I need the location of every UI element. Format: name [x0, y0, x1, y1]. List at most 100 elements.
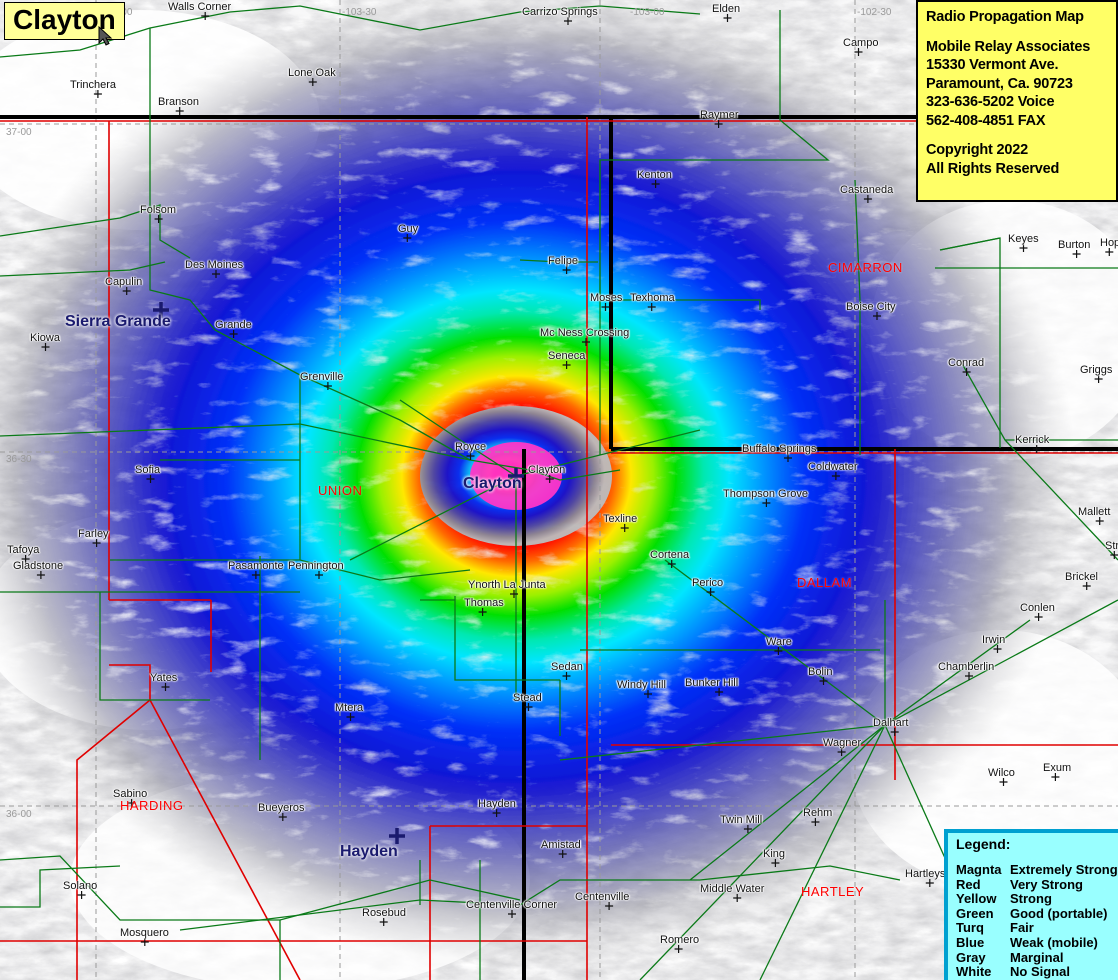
legend-row: Blue Weak (mobile)	[956, 934, 1118, 951]
county-boundaries	[0, 5, 1118, 980]
town-label: Des Moines	[185, 259, 244, 271]
town-label: Mtera	[335, 702, 364, 714]
town-label: Pasamonte	[228, 560, 284, 572]
legend-row: Green Good (portable)	[956, 905, 1118, 922]
legend-description: No Signal	[1010, 964, 1070, 980]
town-label: Perico	[692, 577, 724, 589]
legend-color-name: Green	[956, 905, 994, 921]
legend-color-name: Turq	[956, 920, 984, 936]
legend-description: Very Strong	[1010, 876, 1083, 892]
town-label: Trinchera	[70, 79, 117, 91]
legend-description: Strong	[1010, 891, 1052, 907]
town-label: Cortena	[650, 549, 690, 561]
town-label: Chamberlin	[938, 661, 995, 673]
legend-box: Legend: Magnta Extremely Strong Red Very St…	[944, 829, 1118, 980]
town-label: Twin Mill	[720, 814, 763, 826]
legend-row: Turq Fair	[956, 921, 1118, 936]
town-label: Sedan	[551, 661, 583, 673]
town-label: Dalhart	[873, 717, 909, 729]
town-label: Coldwater	[808, 461, 858, 473]
town-label: Ware	[766, 636, 792, 648]
town-label: Raymer	[700, 109, 739, 121]
town-label: Hop	[1100, 237, 1118, 249]
info-fax-phone: 562-408-4851 FAX	[926, 112, 1046, 129]
legend-title: Legend:	[956, 836, 1011, 852]
longitude-label: -102-30	[857, 7, 892, 18]
town-label: Grenville	[300, 371, 344, 383]
town-label: Brickel	[1065, 571, 1099, 583]
town-label: Texline	[603, 513, 638, 525]
major-city-label: Sierra Grande	[65, 313, 171, 330]
info-box: Radio Propagation Map Mobile Relay Assoc…	[916, 0, 1118, 202]
town-label: Burton	[1058, 239, 1091, 251]
town-label: Boise City	[846, 301, 896, 313]
info-company: Mobile Relay Associates	[926, 38, 1091, 55]
legend-row: White No Signal	[956, 965, 1118, 980]
town-label: Elden	[712, 3, 741, 15]
county-label: DALLAM	[797, 575, 853, 590]
town-label: Windy Hill	[617, 679, 666, 691]
info-copyright: Copyright 2022	[926, 142, 1028, 158]
legend-description: Extremely Strong	[1010, 862, 1118, 877]
info-voice-phone: 323-636-5202 Voice	[926, 94, 1055, 110]
town-label: Moses	[590, 292, 623, 304]
town-label: Romero	[660, 934, 700, 946]
legend-row: Magnta Extremely Strong	[956, 862, 1118, 878]
info-address-line-2: Paramount, Ca. 90723	[926, 75, 1073, 92]
town-label: Conlen	[1020, 602, 1055, 614]
info-address-line-1: 15330 Vermont Ave.	[926, 57, 1059, 73]
town-markers	[21, 12, 1118, 953]
county-label: HARDING	[120, 798, 184, 813]
town-label: Seneca	[548, 350, 586, 362]
town-label: Bolin	[808, 666, 833, 678]
major-city-label: Clayton	[463, 475, 522, 492]
town-label: Texhoma	[630, 292, 675, 304]
town-label: Exum	[1043, 762, 1072, 774]
town-label: Wagner	[823, 737, 862, 749]
town-label: Mosquero	[120, 927, 169, 939]
info-heading: Radio Propagation Map	[926, 9, 1084, 25]
legend-description: Marginal	[1010, 949, 1064, 965]
town-label: Thomas	[464, 597, 504, 609]
legend-description: Fair	[1010, 920, 1034, 936]
town-label: Yates	[150, 672, 178, 684]
town-label: Solano	[63, 880, 98, 892]
legend-color-name: Blue	[956, 934, 985, 950]
town-label: Lone Oak	[288, 67, 336, 79]
county-label: UNION	[318, 483, 363, 498]
town-label: Centenville	[575, 891, 630, 903]
town-label: Ynorth La Junta	[468, 579, 546, 591]
town-label: Rehm	[803, 807, 833, 819]
county-label: CIMARRON	[828, 260, 903, 275]
town-label: Wilco	[988, 767, 1015, 779]
town-label: Sofia	[135, 464, 161, 476]
town-label: Kiowa	[30, 332, 60, 344]
town-label: Castaneda	[840, 184, 894, 196]
arrow-cursor-icon	[98, 26, 113, 46]
latitude-label: 36-30	[6, 454, 32, 465]
town-label: Royce	[455, 441, 487, 453]
town-label: Bunker Hill	[685, 677, 739, 689]
legend-color-name: Magnta	[956, 862, 1002, 877]
legend-color-name: White	[956, 964, 992, 980]
town-label: Bueyeros	[258, 802, 305, 814]
town-label: Gladstone	[13, 560, 64, 572]
town-label: Conrad	[948, 357, 985, 369]
longitude-label: -103-00	[630, 7, 665, 18]
latitude-label: 36-00	[6, 809, 32, 820]
town-label: Farley	[78, 528, 109, 540]
town-label: Walls Corner	[168, 1, 232, 13]
legend-row: Yellow Strong	[956, 892, 1118, 907]
county-label: HARTLEY	[801, 884, 865, 899]
town-label: Felipe	[548, 255, 578, 267]
town-label: Guy	[398, 223, 419, 235]
town-label: Irwin	[982, 634, 1006, 646]
highway-lines	[0, 117, 1118, 980]
latitude-label: 37-00	[6, 127, 32, 138]
town-label: Hayden	[478, 798, 516, 810]
town-label: Pennington	[288, 560, 344, 572]
town-label: Grande	[215, 319, 252, 331]
legend-color-name: Red	[956, 876, 981, 892]
